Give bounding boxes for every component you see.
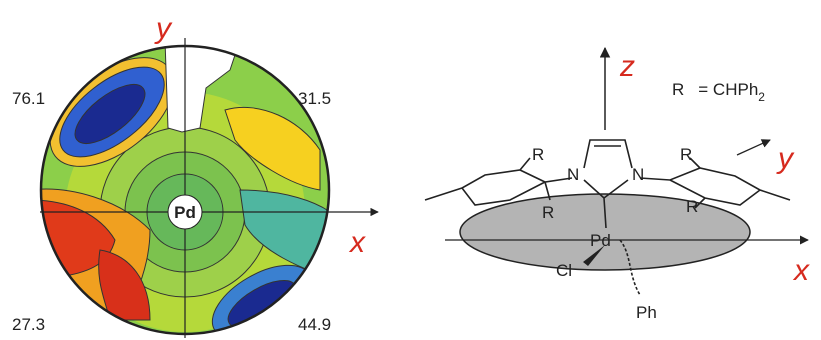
imidazole (583, 139, 633, 229)
legend-subscript: 2 (758, 90, 765, 104)
quadrant-value: 44.9 (298, 315, 331, 334)
x-label: x (348, 226, 366, 259)
atom: Pd (590, 231, 611, 250)
z-label: z (619, 50, 635, 83)
atom: Cl (556, 261, 572, 280)
x-label-right: x (792, 254, 810, 287)
allyl (619, 239, 641, 296)
legend: R = CHPh2 (672, 80, 765, 104)
atom: N (567, 165, 579, 184)
atom: R (542, 203, 554, 222)
atom: R (686, 197, 698, 216)
quadrant-value: 76.1 (12, 89, 45, 108)
legend-symbol: R (672, 80, 684, 99)
structure: z y x R = CHPh2 R R R R N N Pd Cl Ph (424, 46, 810, 322)
aryl-right (639, 157, 791, 209)
quadrant-value: 31.5 (298, 89, 331, 108)
y-label-right: y (776, 142, 795, 175)
aryl-left (424, 157, 573, 206)
atom: R (680, 145, 692, 164)
center-label: Pd (174, 203, 196, 222)
y-label: y (154, 12, 173, 45)
atom: N (632, 165, 644, 184)
steric-map: Pd y x 76.1 31.5 27.3 44.9 (12, 12, 379, 338)
cl-bond (583, 245, 605, 266)
y-axis-right (736, 139, 771, 156)
legend-formula: = CHPh (698, 80, 758, 99)
atom: Ph (636, 303, 657, 322)
quadrant-value: 27.3 (12, 315, 45, 334)
plane (459, 193, 751, 271)
atom: R (532, 145, 544, 164)
pd-center (167, 194, 203, 230)
